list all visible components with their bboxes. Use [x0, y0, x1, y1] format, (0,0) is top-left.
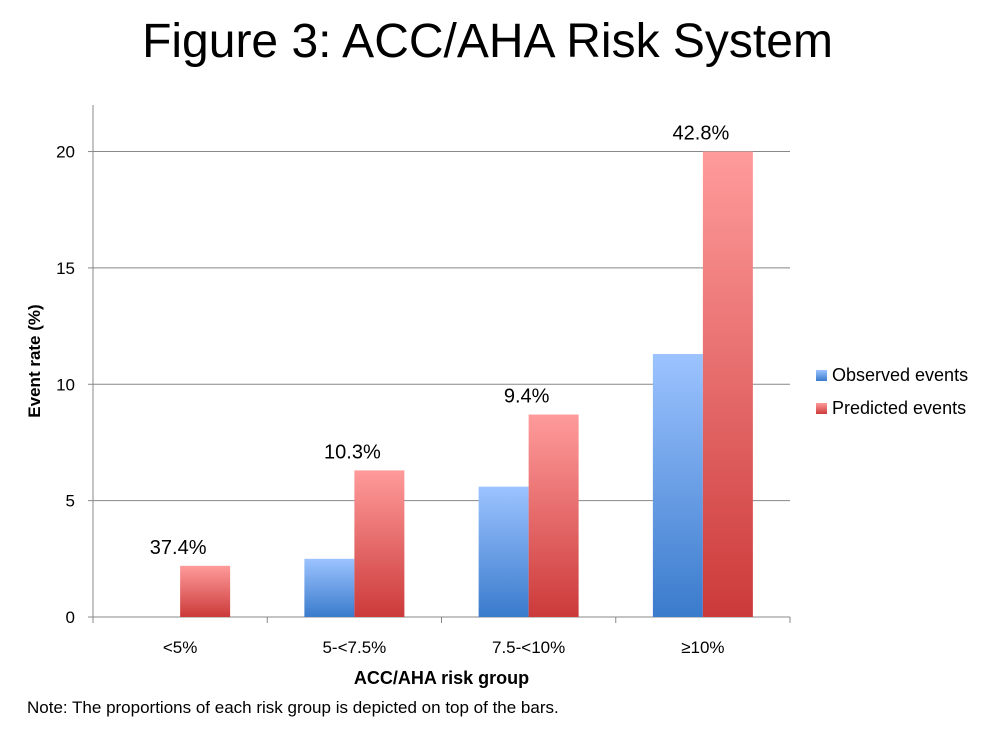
legend-swatch: [816, 370, 827, 381]
bar-observed: [652, 354, 703, 617]
bar-observed: [304, 558, 355, 617]
bar-annotation: 9.4%: [504, 386, 550, 408]
bar-annotation: 37.4%: [150, 537, 207, 559]
bar-predicted: [528, 414, 579, 617]
x-tick-label: ≥10%: [681, 638, 724, 657]
chart-note: Note: The proportions of each risk group…: [27, 698, 559, 717]
bar-predicted: [702, 151, 753, 617]
bar-predicted: [180, 565, 231, 617]
y-axis-label: Event rate (%): [25, 304, 44, 417]
x-tick-label: <5%: [163, 638, 198, 657]
bar-annotation: 10.3%: [324, 441, 381, 463]
legend-swatch: [816, 403, 827, 414]
y-tick-label: 0: [66, 608, 75, 627]
y-tick-label: 20: [56, 143, 75, 162]
chart-title: Figure 3: ACC/AHA Risk System: [142, 15, 833, 68]
bar-predicted: [354, 470, 405, 617]
y-tick-label: 5: [66, 492, 75, 511]
y-tick-label: 10: [56, 375, 75, 394]
bar-annotation: 42.8%: [673, 123, 730, 145]
bar-observed: [478, 486, 529, 617]
x-tick-label: 5-<7.5%: [322, 638, 386, 657]
legend-label: Predicted events: [832, 398, 966, 418]
x-tick-label: 7.5-<10%: [492, 638, 565, 657]
x-axis-label: ACC/AHA risk group: [354, 668, 529, 688]
y-tick-label: 15: [56, 259, 75, 278]
legend-label: Observed events: [832, 365, 968, 385]
